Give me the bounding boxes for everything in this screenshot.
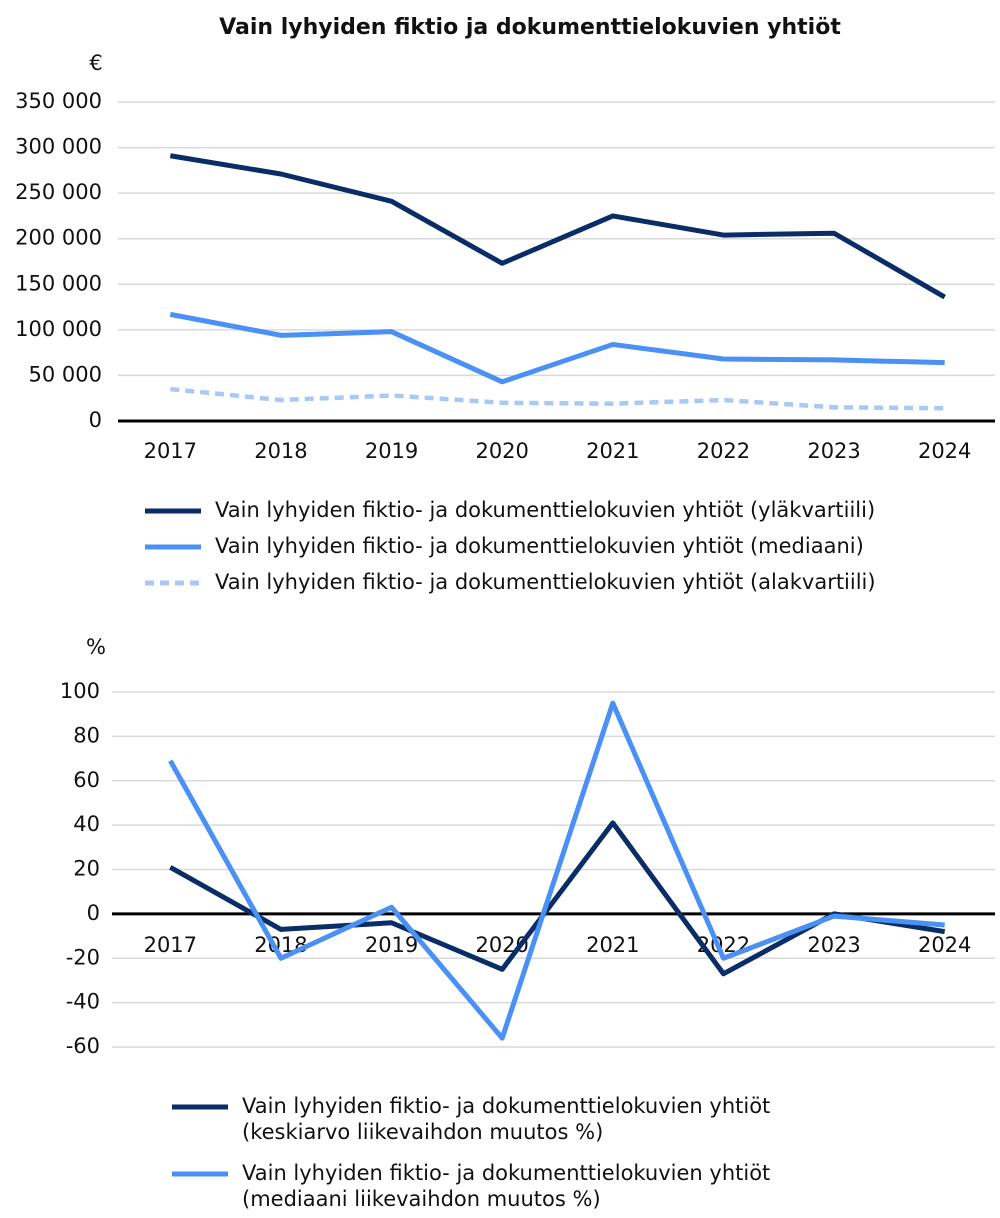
x-tick-label: 2024 (918, 439, 971, 463)
y-tick-label: 50 000 (29, 362, 102, 386)
legend-label: Vain lyhyiden fiktio- ja dokumenttieloku… (215, 534, 864, 558)
legend-label: Vain lyhyiden fiktio- ja dokumenttieloku… (215, 570, 876, 594)
x-tick-label: 2021 (586, 933, 639, 957)
series-line (169, 311, 945, 385)
y-tick-label: 80 (73, 723, 100, 747)
legend-label: Vain lyhyiden fiktio- ja dokumenttieloku… (242, 1161, 770, 1211)
y-tick-label: 300 000 (15, 135, 102, 159)
x-tick-label: 2024 (918, 933, 971, 957)
chart-title: Vain lyhyiden fiktio ja dokumenttielokuv… (219, 15, 841, 40)
y-tick-label: 350 000 (15, 89, 102, 113)
x-tick-label: 2018 (254, 933, 307, 957)
y-tick-label: 0 (89, 408, 102, 432)
y-tick-label: 100 (60, 679, 100, 703)
y-tick-label: 60 (73, 768, 100, 792)
x-tick-label: 2023 (807, 933, 860, 957)
y-tick-label: 150 000 (15, 271, 102, 295)
legend-label: Vain lyhyiden fiktio- ja dokumenttieloku… (242, 1094, 770, 1144)
y-tick-label: 20 (73, 857, 100, 881)
y-tick-label: 40 (73, 812, 100, 836)
x-tick-label: 2022 (697, 439, 750, 463)
y-tick-label: 0 (87, 901, 100, 925)
y-tick-label: 100 000 (15, 317, 102, 341)
series-line (169, 153, 946, 300)
y-axis-unit: % (86, 635, 106, 659)
x-tick-label: 2021 (586, 439, 639, 463)
x-tick-label: 2020 (475, 439, 528, 463)
y-tick-label: 250 000 (15, 180, 102, 204)
x-tick-label: 2023 (807, 439, 860, 463)
x-tick-label: 2018 (254, 439, 307, 463)
y-tick-label: -60 (66, 1034, 100, 1058)
x-tick-label: 2019 (365, 933, 418, 957)
x-tick-label: 2017 (144, 439, 197, 463)
series-line (170, 386, 945, 411)
y-tick-label: 200 000 (15, 226, 102, 250)
x-tick-label: 2019 (365, 439, 418, 463)
series-line (168, 700, 945, 1041)
y-axis-unit: € (89, 51, 102, 75)
legend-label: Vain lyhyiden fiktio- ja dokumenttieloku… (215, 498, 875, 522)
y-tick-label: -20 (66, 945, 100, 969)
x-tick-label: 2017 (144, 933, 197, 957)
y-tick-label: -40 (66, 990, 100, 1014)
